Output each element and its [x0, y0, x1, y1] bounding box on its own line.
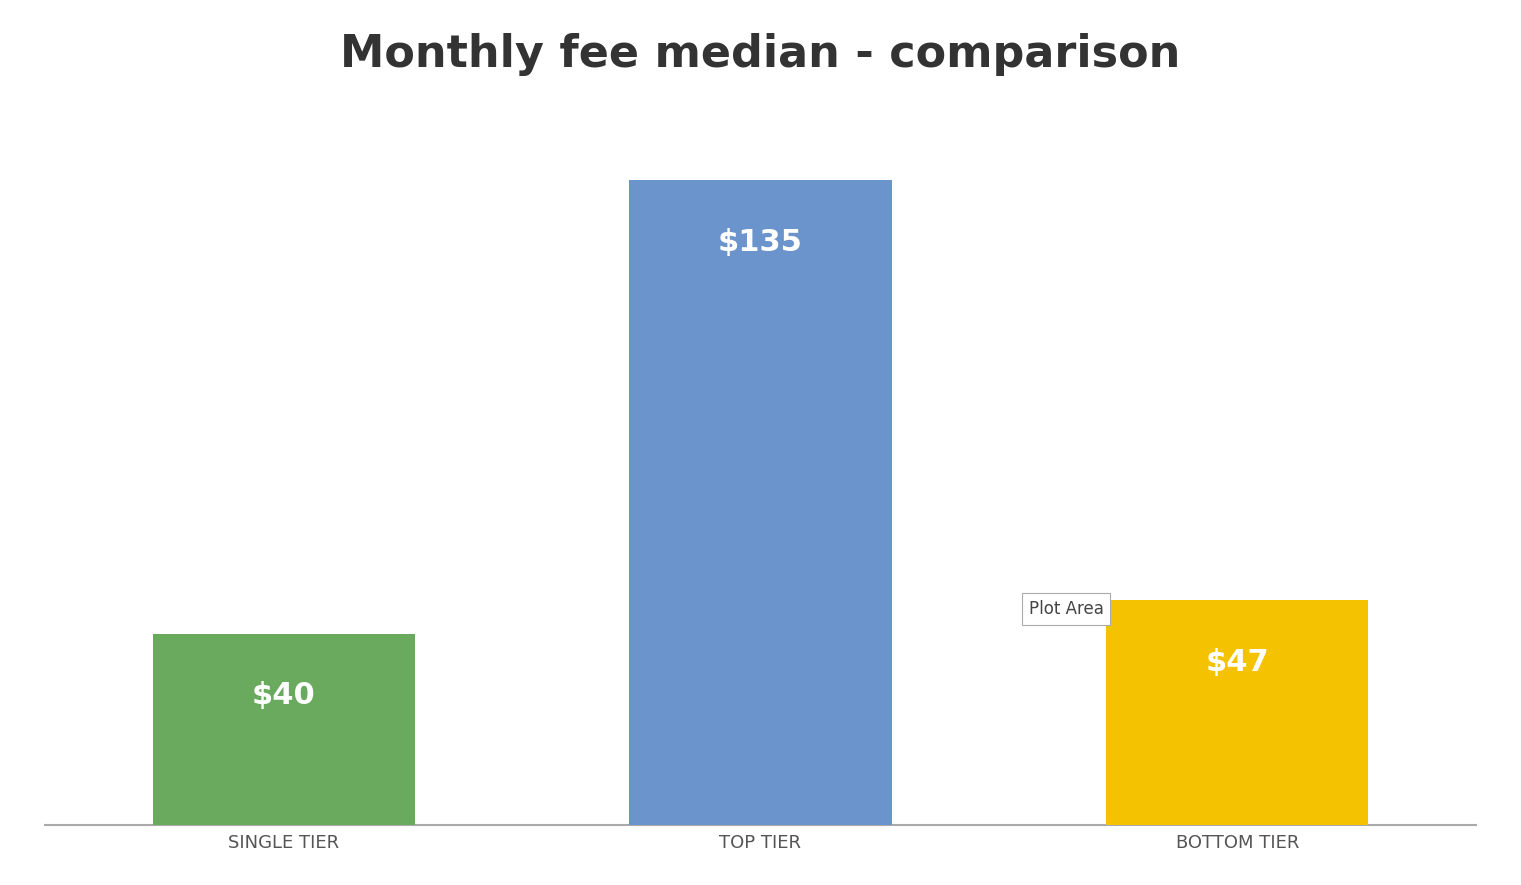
Bar	[1106, 600, 1369, 825]
Bar	[630, 180, 891, 825]
Text: $135: $135	[718, 227, 803, 257]
Text: Plot Area: Plot Area	[1028, 600, 1104, 618]
Title: Monthly fee median - comparison: Monthly fee median - comparison	[341, 33, 1180, 76]
Bar	[152, 634, 415, 825]
Text: $47: $47	[1206, 648, 1269, 677]
Text: $40: $40	[252, 681, 316, 711]
